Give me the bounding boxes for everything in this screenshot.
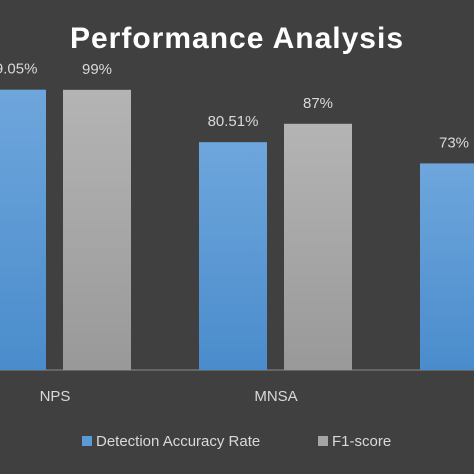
- legend-label: F1-score: [332, 433, 391, 450]
- x-tick-label: MNSA: [254, 388, 297, 405]
- data-label: 80.51%: [208, 113, 259, 130]
- bar: [0, 89, 46, 370]
- bar: [284, 123, 352, 370]
- legend-label: Detection Accuracy Rate: [96, 433, 260, 450]
- data-label: 99%: [82, 61, 112, 78]
- bar: [63, 89, 131, 370]
- legend-swatch: [82, 436, 92, 446]
- bar: [199, 142, 267, 370]
- chart-title: Performance Analysis: [70, 22, 404, 55]
- x-tick-label: NPS: [40, 388, 71, 405]
- bar: [420, 163, 474, 370]
- legend-swatch: [318, 436, 328, 446]
- data-label: 73%: [439, 134, 469, 151]
- data-label: 99.05%: [0, 61, 37, 78]
- data-label: 87%: [303, 95, 333, 112]
